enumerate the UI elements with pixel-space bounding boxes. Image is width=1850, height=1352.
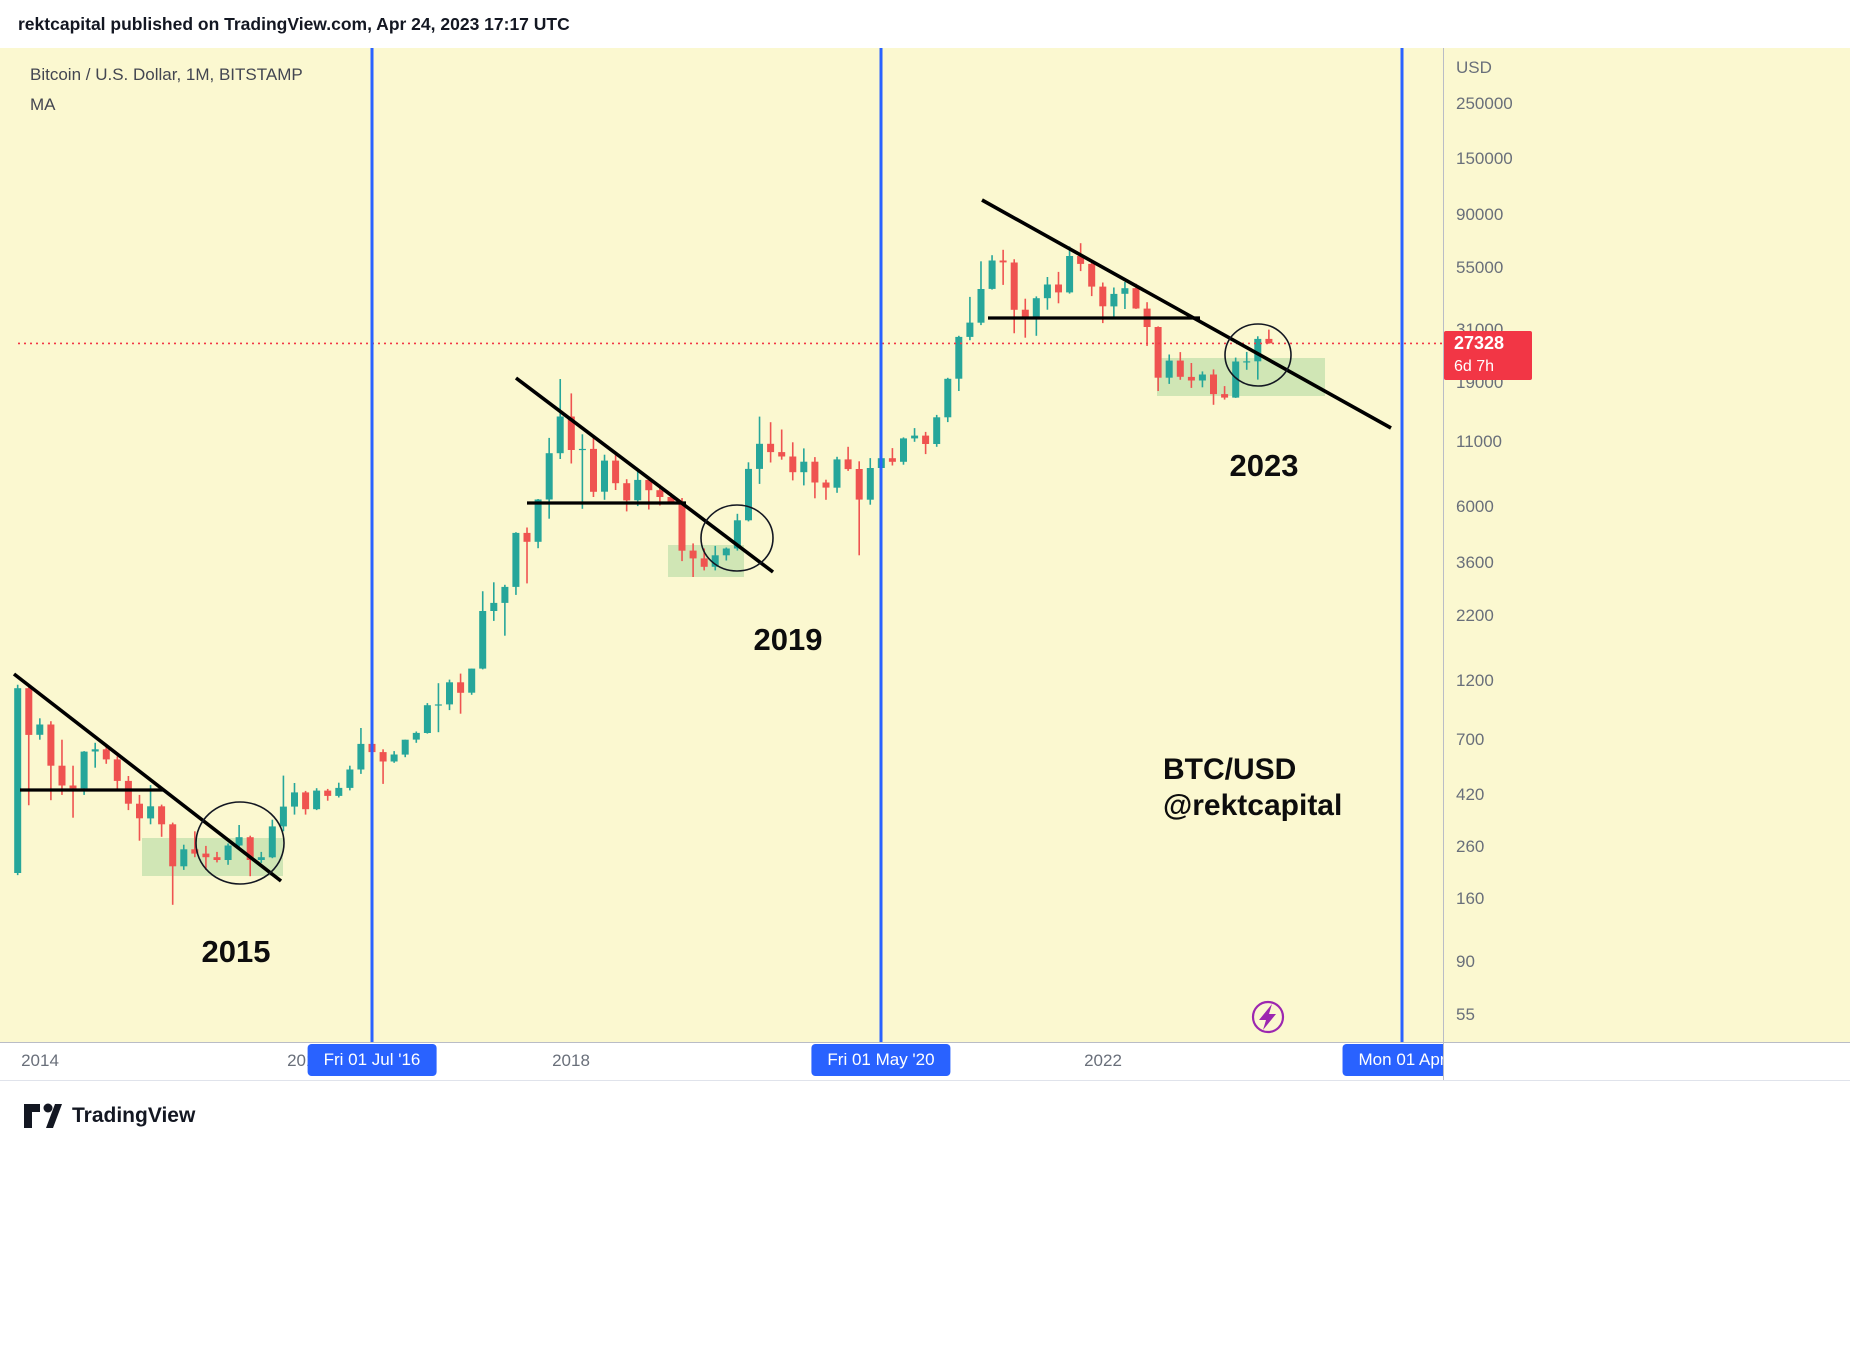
halving-date-badge: Fri 01 Jul '16 — [307, 1044, 437, 1076]
price-tick: 420 — [1456, 784, 1485, 804]
time-axis[interactable]: 2014 2016 2018 2022 Fri 01 Jul '16 Fri 01 May… — [0, 1042, 1443, 1080]
price-tick: 11000 — [1456, 431, 1503, 451]
price-tick: 55 — [1456, 1004, 1475, 1024]
currency-label: USD — [1456, 58, 1492, 77]
year-callout-label: 2015 — [201, 934, 271, 969]
year-callout-label: 2019 — [753, 622, 823, 657]
symbol-title[interactable]: Bitcoin / U.S. Dollar, 1M, BITSTAMP — [30, 65, 303, 84]
price-axis[interactable]: USD 27328 6d 7h 250000 150000 90000 55000 31… — [1444, 48, 1850, 1042]
price-tick: 160 — [1456, 889, 1485, 909]
chart-background — [0, 48, 1850, 1042]
author-watermark: BTC/USD @rektcapital — [1163, 752, 1342, 824]
price-tick: 6000 — [1456, 497, 1494, 517]
tradingview-footer[interactable]: TradingView — [22, 1098, 195, 1134]
time-axis-year-label: 2014 — [21, 1051, 59, 1070]
current-price-tag: 27328 6d 7h — [1444, 331, 1532, 381]
year-callout-label: 2023 — [1229, 448, 1299, 483]
price-tick: 2200 — [1456, 605, 1494, 625]
halving-date-badge: Fri 01 May '20 — [811, 1044, 951, 1076]
attribution-text: rektcapital published on TradingView.com… — [18, 14, 570, 34]
halving-date-badge: Mon 01 Apr — [1342, 1044, 1443, 1076]
candle-close-countdown: 6d 7h — [1454, 358, 1495, 376]
chart-legend[interactable]: Bitcoin / U.S. Dollar, 1M, BITSTAMP MA — [30, 60, 303, 120]
tradingview-logo[interactable] — [22, 1098, 62, 1134]
ma-indicator-label[interactable]: MA — [30, 95, 56, 114]
tradingview-brand-text[interactable]: TradingView — [72, 1104, 196, 1127]
attribution-bar: rektcapital published on TradingView.com… — [18, 14, 570, 35]
price-tick: 1200 — [1456, 671, 1494, 691]
watermark-symbol: BTC/USD — [1163, 753, 1297, 786]
time-axis-year-label: 2018 — [552, 1051, 590, 1070]
price-tick: 260 — [1456, 836, 1485, 856]
price-tick: 700 — [1456, 729, 1485, 749]
price-tick: 90000 — [1456, 204, 1504, 224]
price-tick: 150000 — [1456, 149, 1513, 169]
price-tick: 3600 — [1456, 552, 1494, 572]
current-price-value: 27328 — [1454, 333, 1505, 354]
price-tick: 90 — [1456, 951, 1475, 971]
price-tick: 250000 — [1456, 94, 1513, 113]
watermark-handle: @rektcapital — [1163, 789, 1343, 822]
price-tick: 55000 — [1456, 257, 1504, 277]
time-axis-year-label: 2022 — [1084, 1051, 1122, 1070]
